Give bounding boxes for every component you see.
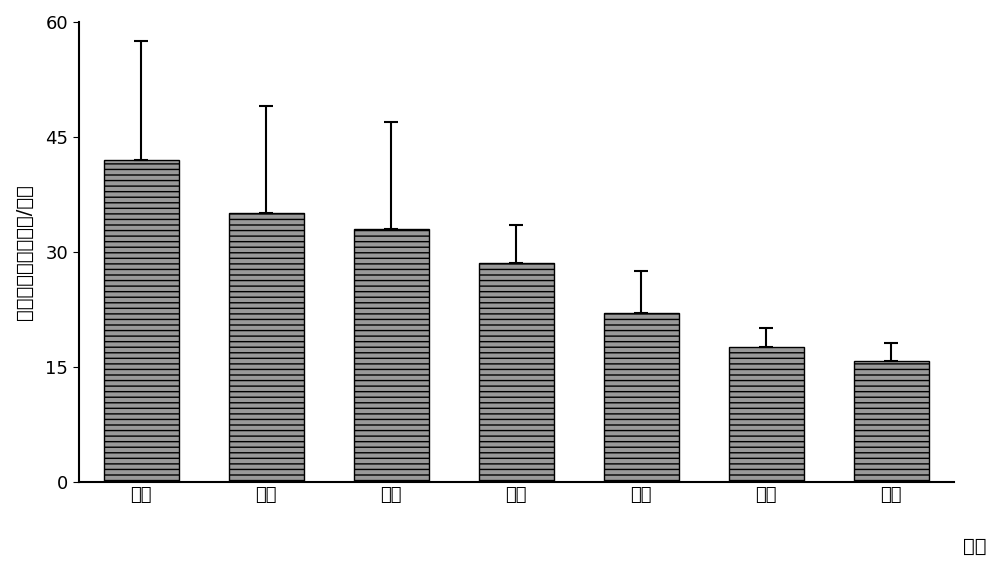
Y-axis label: 烟粉虱成虫密度（头/叶）: 烟粉虱成虫密度（头/叶） xyxy=(15,184,34,320)
Bar xyxy=(104,160,179,482)
Bar xyxy=(854,361,929,482)
Bar xyxy=(354,229,429,482)
Bar xyxy=(729,348,804,482)
Text: 寄主: 寄主 xyxy=(963,537,986,556)
Bar xyxy=(229,214,304,482)
Bar xyxy=(479,263,554,482)
Bar xyxy=(604,313,679,482)
